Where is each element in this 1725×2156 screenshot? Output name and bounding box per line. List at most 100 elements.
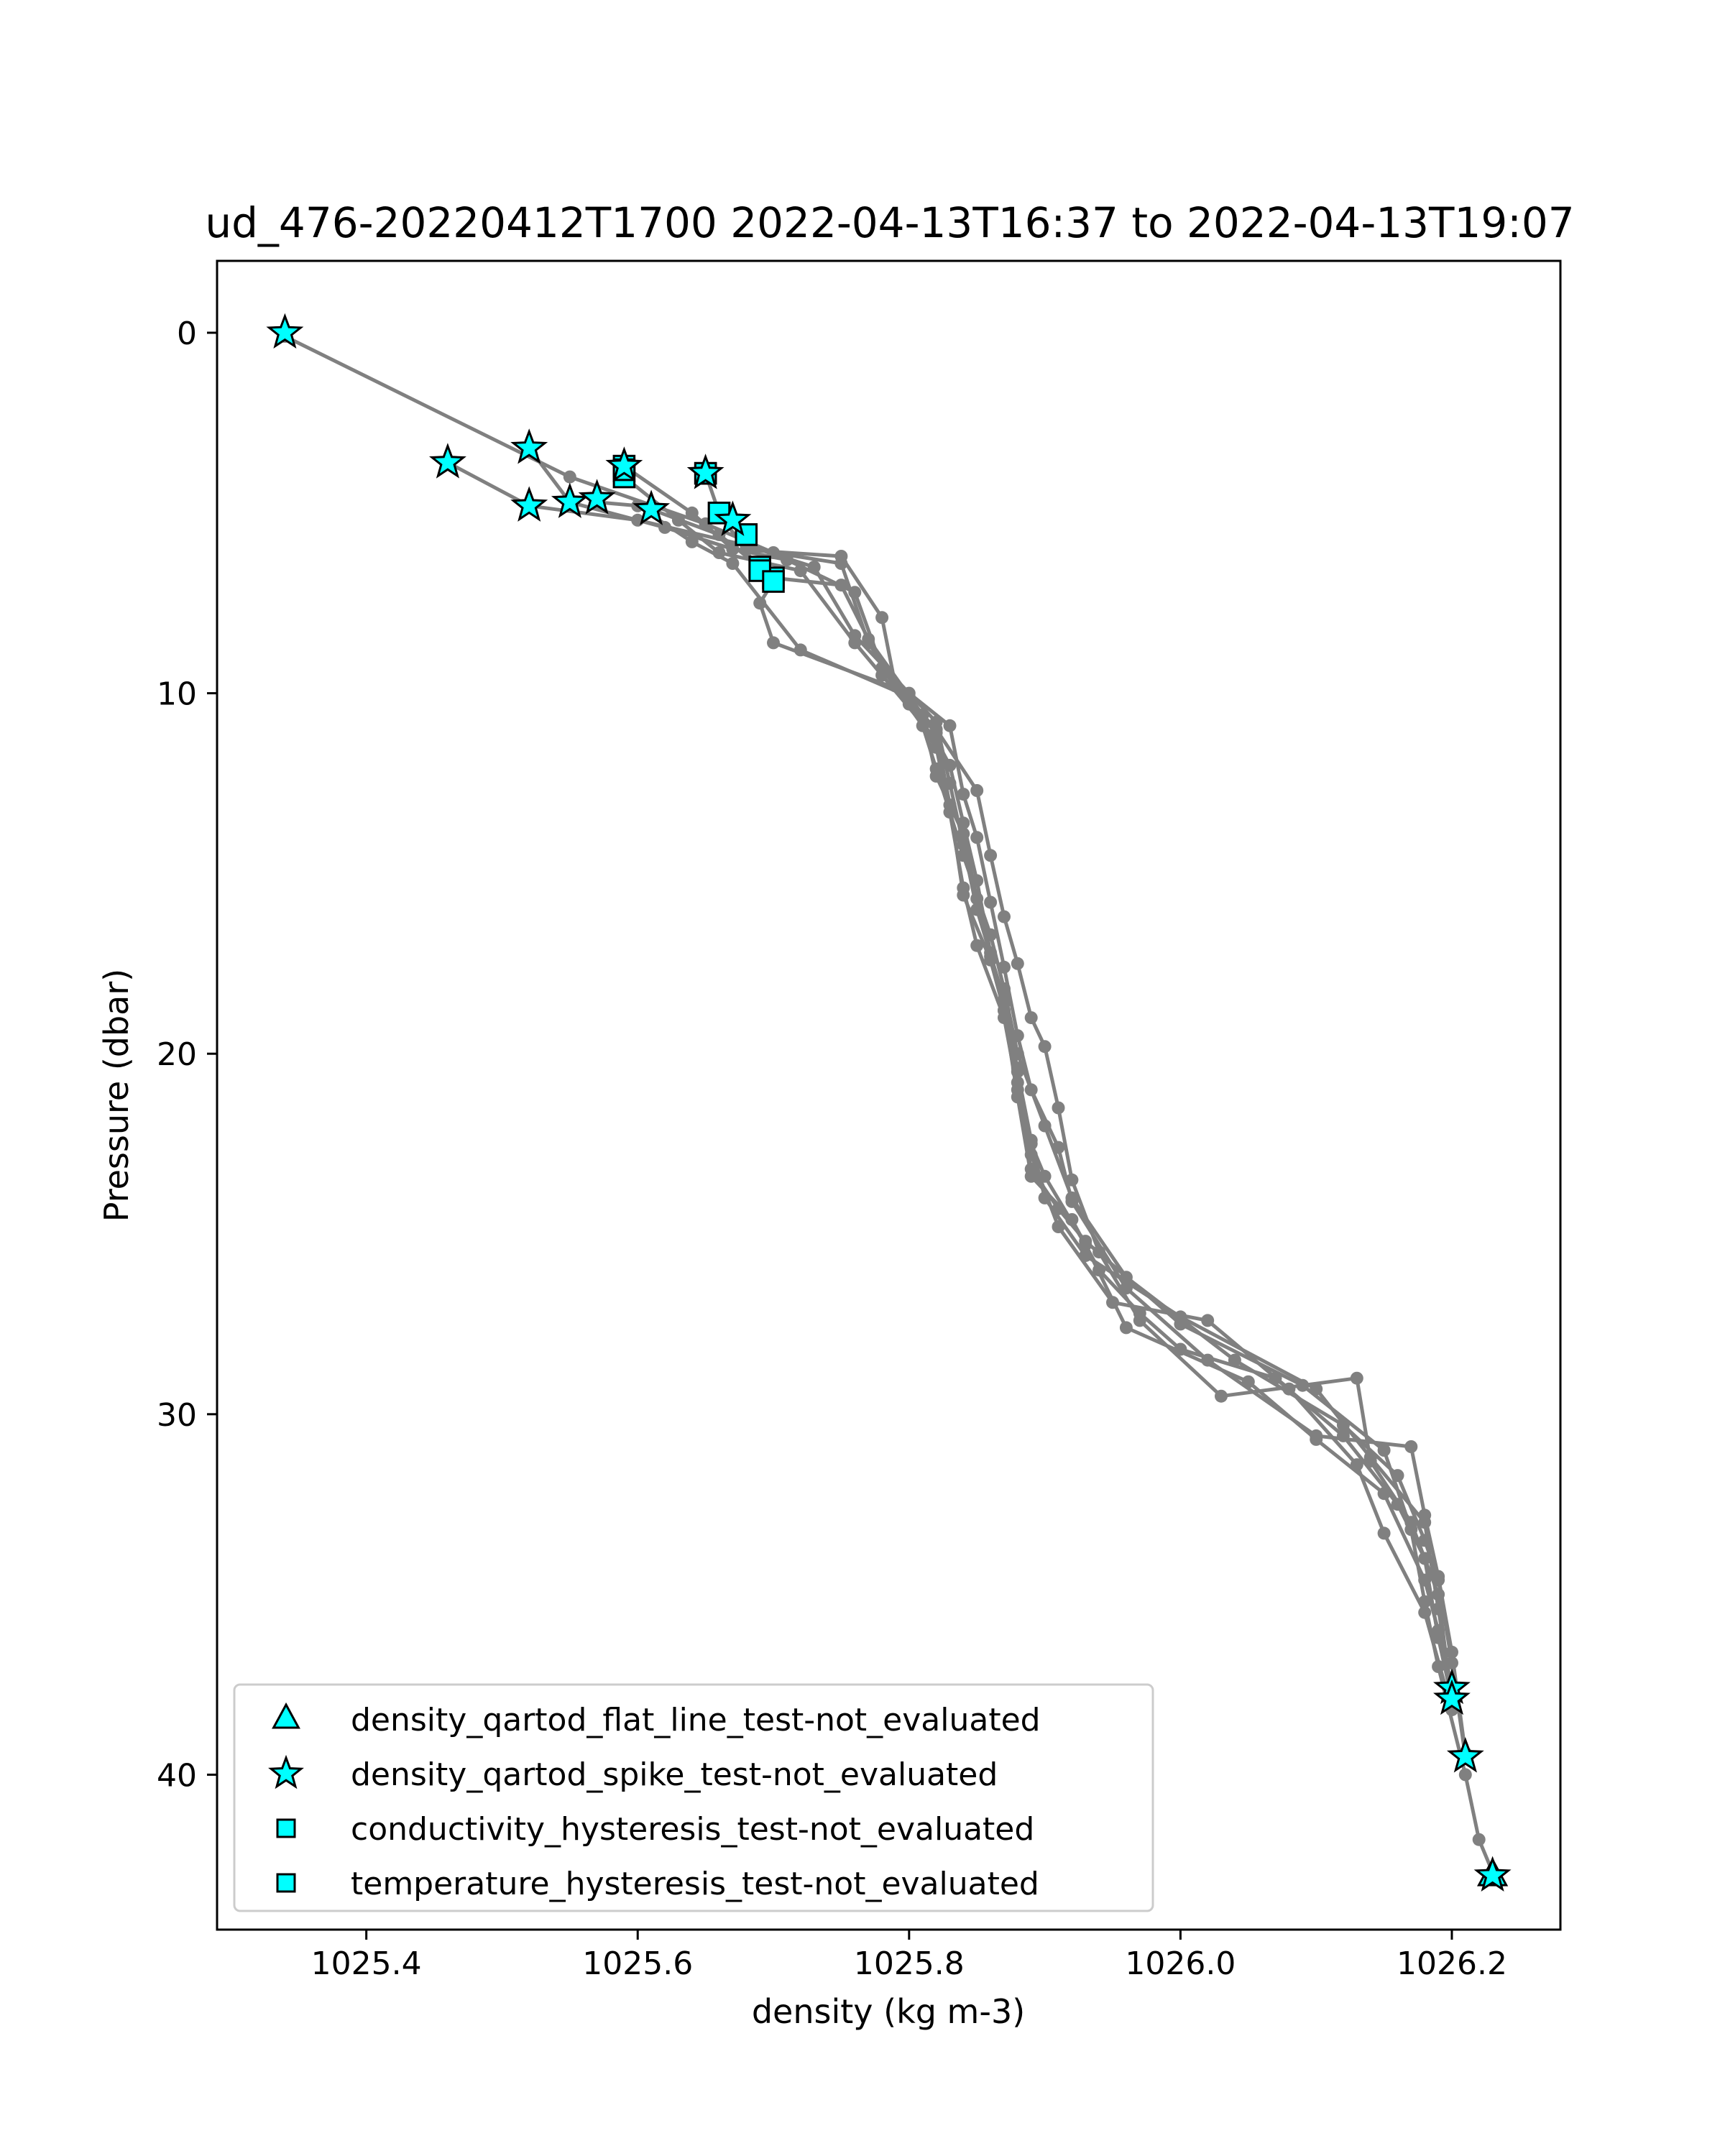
profile-point — [712, 528, 726, 541]
profile-point — [1024, 1083, 1038, 1097]
profile-point — [1052, 1141, 1065, 1154]
legend: density_qartod_flat_line_test-not_evalua… — [233, 1683, 1154, 1912]
profile-point — [563, 470, 576, 484]
profile-point — [970, 939, 984, 952]
density-spike-marker — [1433, 1679, 1471, 1715]
profile-point — [767, 636, 780, 650]
profile-point — [970, 831, 984, 844]
profile-point — [970, 784, 984, 797]
x-tick-label: 1025.8 — [854, 1945, 965, 1982]
profile-point — [984, 949, 998, 963]
profile-point — [1011, 957, 1024, 970]
profile-point — [1377, 1444, 1391, 1457]
legend-label: temperature_hysteresis_test-not_evaluate… — [351, 1866, 1039, 1902]
profile-point — [916, 708, 929, 722]
profile-point — [1377, 1526, 1391, 1540]
legend-frame — [233, 1683, 1154, 1912]
profile-point — [1228, 1353, 1241, 1367]
profile-point — [929, 733, 943, 747]
profile-point — [848, 586, 862, 599]
profile-point — [1432, 1623, 1445, 1637]
profile-point — [1052, 1101, 1065, 1115]
profile-point — [1458, 1768, 1472, 1782]
profile-point — [1119, 1321, 1133, 1335]
density-spike-marker — [1473, 1856, 1512, 1892]
profile-point — [1201, 1314, 1215, 1327]
profile-point — [875, 611, 889, 625]
profile-point — [1418, 1573, 1432, 1587]
profile-point — [1038, 1040, 1052, 1054]
profile-point — [1024, 1011, 1038, 1025]
legend-label: density_qartod_spike_test-not_evaluated — [351, 1756, 998, 1793]
profile-point — [848, 636, 862, 650]
profile-point — [794, 564, 807, 578]
profile-point — [834, 550, 848, 563]
profile-point — [998, 910, 1011, 923]
profile-point — [1432, 1570, 1445, 1583]
profile-point — [1038, 1169, 1052, 1183]
profile-point — [1418, 1606, 1432, 1619]
density-spike-marker — [1446, 1737, 1484, 1773]
y-tick-label: 10 — [157, 676, 197, 713]
density-spike-marker — [714, 500, 752, 536]
profile-point — [984, 849, 998, 862]
profile-point — [862, 632, 875, 646]
y-axis-label: Pressure (dbar) — [97, 969, 136, 1222]
x-tick-label: 1025.6 — [582, 1945, 693, 1982]
density-spike-marker — [266, 313, 304, 349]
x-axis: 1025.4 1025.6 1025.8 1026.0 1026.2 — [311, 1930, 1507, 1982]
y-tick-label: 30 — [157, 1397, 197, 1434]
profile-point — [1011, 1076, 1024, 1089]
y-tick-label: 20 — [157, 1036, 197, 1073]
plot-frame — [216, 259, 1562, 1931]
profile-point — [1310, 1432, 1323, 1446]
x-tick-label: 1026.2 — [1397, 1945, 1507, 1982]
legend-triangle-icon — [272, 1702, 300, 1729]
profile-point — [998, 997, 1011, 1010]
profile-point — [970, 892, 984, 906]
profile-point — [1241, 1375, 1255, 1388]
profile-point — [998, 960, 1011, 974]
profile-point — [957, 881, 970, 895]
profile-point — [943, 758, 957, 772]
profile-point — [1133, 1314, 1146, 1327]
marker-layer — [266, 313, 1512, 1892]
profile-point — [943, 719, 957, 732]
density-spike-marker — [510, 486, 548, 522]
profile-point — [1350, 1371, 1363, 1385]
profile-point — [1052, 1220, 1065, 1233]
profile-point — [1377, 1487, 1391, 1501]
profile-point — [1024, 1137, 1038, 1151]
profile-point — [685, 506, 699, 520]
profile-point — [1119, 1281, 1133, 1295]
legend-square-icon — [276, 1818, 296, 1838]
profile-point — [875, 668, 889, 682]
profile-point — [685, 535, 699, 548]
profile-line-8 — [650, 507, 1454, 1689]
density-spike-marker — [578, 479, 616, 515]
profile-point — [957, 827, 970, 841]
density-spike-marker — [510, 428, 548, 464]
profile-point — [1363, 1455, 1377, 1468]
profile-point — [712, 546, 726, 559]
profile-point — [1418, 1508, 1432, 1522]
profile-point — [1404, 1440, 1418, 1453]
density-spike-marker — [632, 489, 671, 525]
density-spike-marker — [551, 482, 589, 518]
chart-title: ud_476-20220412T1700 2022-04-13T16:37 to… — [205, 198, 1574, 247]
profile-point — [1011, 1029, 1024, 1043]
y-axis: 0 10 20 30 40 — [157, 315, 217, 1794]
legend-star-icon — [268, 1754, 304, 1789]
profile-point — [1282, 1382, 1296, 1396]
legend-square-icon — [276, 1873, 296, 1893]
legend-label: conductivity_hysteresis_test-not_evaluat… — [351, 1811, 1034, 1848]
density-spike-marker — [686, 453, 724, 489]
profile-point — [726, 557, 740, 570]
density-spike-marker — [605, 446, 643, 482]
profile-point — [1445, 1645, 1458, 1659]
profile-point — [1404, 1516, 1418, 1529]
x-tick-label: 1025.4 — [311, 1945, 422, 1982]
y-tick-label: 0 — [177, 315, 197, 352]
x-axis-label: density (kg m-3) — [752, 1992, 1025, 2031]
profile-point — [1215, 1389, 1228, 1403]
